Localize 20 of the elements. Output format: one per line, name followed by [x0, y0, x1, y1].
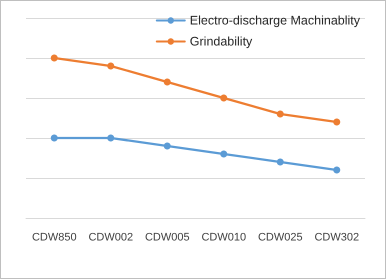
legend-label: Grindability	[190, 34, 254, 48]
point	[50, 54, 58, 62]
point	[164, 142, 171, 150]
point	[276, 110, 284, 118]
point	[220, 150, 228, 158]
legend-label: Electro-discharge Machinablity	[190, 14, 361, 28]
point	[276, 158, 284, 166]
point	[220, 94, 228, 102]
x-tick-label: CDW005	[144, 232, 190, 244]
point	[333, 118, 340, 126]
point	[107, 134, 114, 142]
point	[107, 62, 114, 70]
point	[50, 134, 58, 142]
x-tick-label: CDW002	[88, 232, 134, 244]
x-tick-label: CDW010	[201, 232, 246, 244]
x-tick-label: CDW025	[258, 232, 303, 244]
point	[333, 166, 340, 174]
x-tick-label: CDW302	[314, 232, 360, 244]
point	[164, 78, 171, 86]
x-tick-label: CDW850	[32, 232, 77, 244]
